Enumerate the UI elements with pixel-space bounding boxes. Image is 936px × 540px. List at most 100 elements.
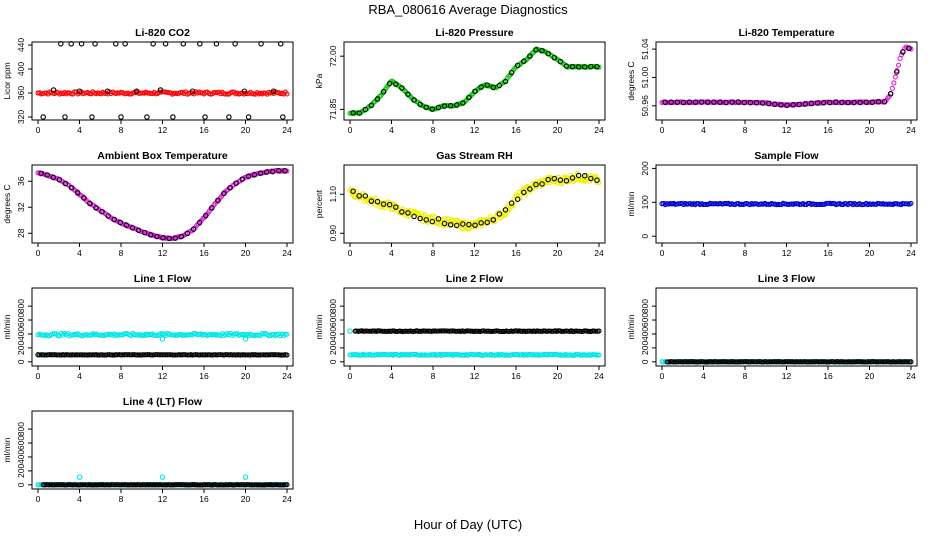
data-point (154, 233, 160, 240)
data-point (227, 184, 233, 191)
data-point (466, 221, 472, 228)
data-point (489, 328, 495, 334)
y-axis-label: ml/min (626, 314, 636, 339)
data-point (50, 87, 57, 93)
data-point (263, 169, 270, 175)
x-tick-label: 8 (119, 248, 124, 258)
data-point (392, 351, 398, 357)
data-point (178, 233, 185, 240)
y-tick-label: 200 (328, 341, 338, 355)
data-point (472, 88, 478, 95)
plot-frame (31, 41, 294, 121)
y-axis-label: percent (314, 189, 324, 218)
y-axis-label: Licor ppm (2, 62, 12, 99)
data-point (892, 74, 898, 80)
data-point (120, 482, 126, 488)
data-point (133, 332, 139, 338)
data-point (239, 176, 246, 182)
data-point (438, 328, 444, 334)
data-point (802, 101, 809, 107)
data-point (496, 211, 503, 217)
data-point (716, 359, 722, 365)
data-point (594, 64, 600, 70)
data-point (527, 186, 533, 192)
data-point (380, 89, 387, 95)
data-point (393, 204, 399, 210)
data-point (759, 100, 766, 106)
data-point (399, 85, 405, 91)
data-point (151, 333, 157, 339)
x-tick-label: 16 (511, 125, 521, 135)
y-tick-label: 440 (16, 38, 26, 52)
data-point (817, 201, 823, 208)
data-point (350, 110, 356, 116)
data-point (435, 104, 442, 111)
panel-title: Sample Flow (754, 150, 819, 162)
data-point (741, 99, 748, 106)
data-point (705, 99, 711, 105)
y-tick-label: 51.00 (640, 67, 650, 89)
y-tick-label: 72.00 (328, 45, 338, 67)
x-tick-label: 16 (199, 125, 209, 135)
x-tick-label: 12 (158, 371, 168, 381)
x-tick-label: 20 (241, 494, 251, 504)
y-tick-label: 0 (16, 482, 26, 487)
data-points (347, 328, 602, 358)
data-point (490, 217, 497, 223)
data-point (891, 80, 897, 86)
data-point (405, 210, 411, 216)
data-point (484, 219, 490, 226)
y-tick-label: 400 (16, 62, 26, 76)
x-tick-label: 24 (594, 125, 604, 135)
data-point (76, 474, 83, 480)
data-point (113, 41, 119, 47)
data-point (50, 174, 57, 181)
data-point (145, 352, 151, 358)
data-point (539, 47, 545, 54)
x-tick-label: 20 (553, 125, 563, 135)
data-point (466, 94, 472, 101)
data-point (396, 328, 402, 334)
data-point (533, 181, 539, 188)
x-tick-label: 12 (470, 371, 480, 381)
data-point (796, 101, 802, 108)
data-point (87, 200, 93, 207)
data-point (689, 359, 695, 365)
data-point (423, 217, 430, 223)
data-point (441, 220, 448, 227)
data-point (472, 222, 478, 229)
data-point (793, 359, 799, 365)
y-tick-label: 32 (16, 202, 26, 212)
data-point (589, 328, 596, 334)
data-point (845, 99, 851, 106)
y-tick-label: 51.04 (640, 38, 650, 60)
data-point (219, 482, 225, 488)
data-point (549, 328, 555, 334)
x-tick-label: 20 (865, 125, 875, 135)
data-point (175, 482, 181, 488)
data-point (223, 352, 229, 358)
data-point (869, 99, 876, 105)
y-axis-label: degrees C (2, 184, 12, 223)
y-tick-label: 71.85 (328, 98, 338, 120)
x-tick-label: 24 (906, 248, 916, 258)
figure-x-axis-label: Hour of Day (UTC) (413, 517, 523, 532)
x-tick-label: 12 (782, 371, 792, 381)
x-tick-label: 12 (470, 248, 480, 258)
x-tick-label: 0 (36, 371, 41, 381)
data-point (258, 482, 264, 488)
data-point (274, 352, 280, 358)
data-point (170, 114, 176, 120)
x-tick-label: 8 (431, 125, 436, 135)
data-point (144, 114, 150, 120)
data-point (76, 352, 83, 358)
data-point (875, 99, 882, 105)
data-point (282, 167, 288, 174)
x-tick-label: 4 (701, 248, 706, 258)
data-point (221, 190, 227, 197)
y-axis-label: ml/min (2, 437, 12, 462)
data-point (399, 209, 405, 215)
data-point (58, 41, 64, 47)
y-tick-label: 100 (640, 195, 650, 209)
